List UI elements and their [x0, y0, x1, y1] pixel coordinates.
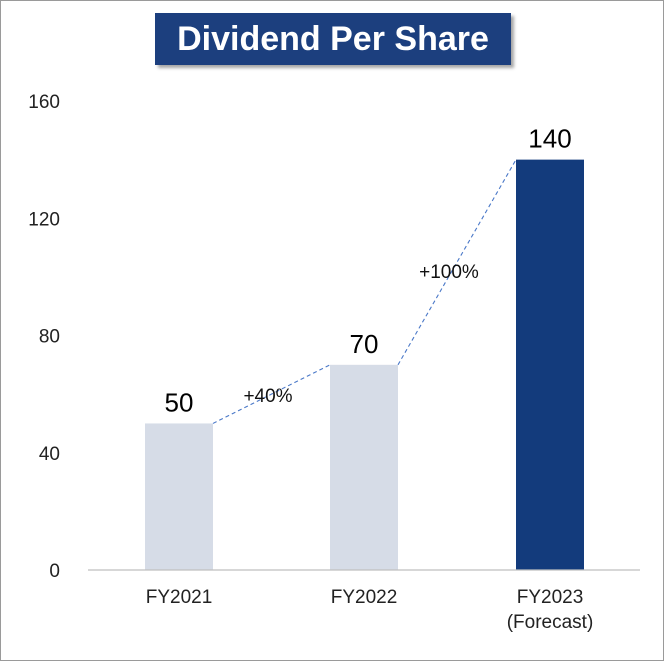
value-label: 140	[528, 124, 571, 154]
growth-label: +40%	[243, 386, 292, 407]
growth-label: +100%	[419, 262, 479, 283]
growth-connector	[397, 159, 517, 366]
y-tick-label: 80	[39, 327, 60, 348]
value-label: 70	[350, 329, 379, 359]
x-tick-sublabel: (Forecast)	[507, 612, 594, 633]
y-tick-label: 160	[28, 92, 60, 113]
x-tick-label: FY2023	[517, 587, 584, 608]
x-tick-label: FY2022	[331, 587, 398, 608]
bar-fy2021	[145, 423, 213, 570]
y-tick-label: 40	[39, 444, 60, 465]
chart-title-box: Dividend Per Share	[155, 13, 511, 65]
value-label: 50	[165, 387, 194, 417]
y-tick-label: 120	[28, 209, 60, 230]
chart-title: Dividend Per Share	[177, 19, 489, 58]
x-tick-label: FY2021	[146, 587, 213, 608]
growth-connector	[212, 364, 331, 424]
bar-fy2023	[516, 159, 584, 570]
y-tick-label: 0	[49, 561, 60, 582]
bar-fy2022	[330, 364, 398, 570]
